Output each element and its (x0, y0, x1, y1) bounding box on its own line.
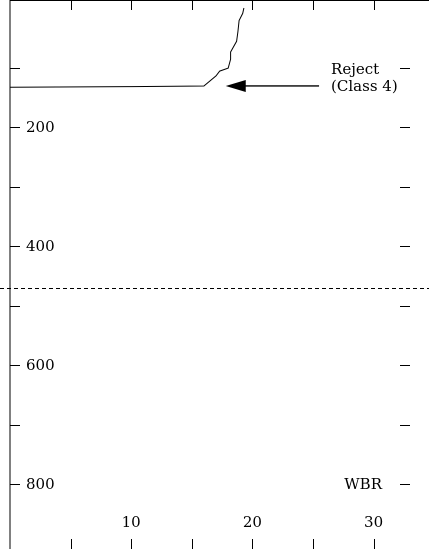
tick-labels: 200 400 600 800 10 20 30 (26, 118, 383, 531)
y-tick-label: 600 (26, 356, 55, 374)
x-tick-label: 10 (122, 513, 141, 531)
series-line (9, 7, 245, 88)
x-tick-label: 20 (243, 513, 262, 531)
x-axis-label: WBR (344, 475, 382, 493)
annotation-line-1: Reject (331, 60, 379, 78)
axis-ticks (10, 0, 410, 549)
y-tick-label: 200 (26, 118, 55, 136)
plot-frame (9, 0, 429, 549)
arrow-head-icon (225, 79, 246, 92)
y-tick-label: 400 (26, 237, 55, 255)
x-tick-label: 30 (364, 513, 383, 531)
annotation: Reject (Class 4) (225, 60, 398, 95)
annotation-line-2: (Class 4) (331, 77, 398, 95)
y-tick-label: 800 (26, 475, 55, 493)
